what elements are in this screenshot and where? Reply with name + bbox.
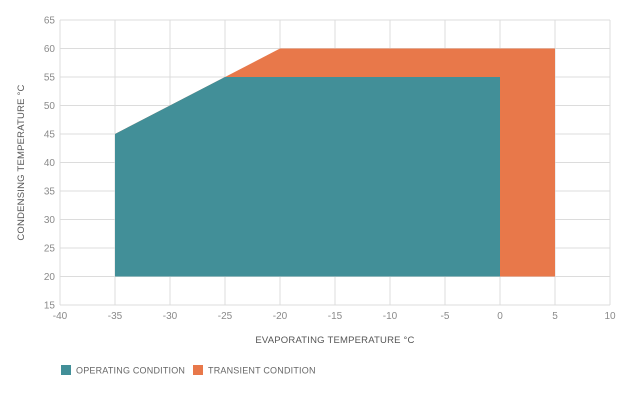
x-tick-label: -35 <box>108 311 123 322</box>
y-tick-label: 25 <box>44 244 56 255</box>
legend: OPERATING CONDITION TRANSIENT CONDITION <box>61 365 316 376</box>
y-tick-label: 30 <box>44 215 56 226</box>
legend-swatch-transient-condition <box>193 365 203 375</box>
x-tick-label: -30 <box>163 311 178 322</box>
x-tick-label: -15 <box>328 311 343 322</box>
operating-condition-area <box>115 77 500 277</box>
x-tick-label: -40 <box>53 311 68 322</box>
legend-label-transient-condition: TRANSIENT CONDITION <box>208 366 316 376</box>
y-tick-label: 35 <box>44 187 56 198</box>
x-axis-title: EVAPORATING TEMPERATURE °C <box>255 335 414 346</box>
y-tick-label: 55 <box>44 73 56 84</box>
y-tick-label: 65 <box>44 16 56 27</box>
y-tick-label: 20 <box>44 272 56 283</box>
x-tick-label: -20 <box>273 311 288 322</box>
envelope-areas <box>115 48 555 277</box>
x-tick-label: 0 <box>497 311 503 322</box>
y-tick-label: 45 <box>44 130 56 141</box>
x-tick-label: -5 <box>441 311 450 322</box>
legend-label-operating-condition: OPERATING CONDITION <box>76 366 185 376</box>
y-tick-label: 60 <box>44 44 56 55</box>
y-axis-title: CONDENSING TEMPERATURE °C <box>16 84 27 240</box>
x-tick-label: 5 <box>552 311 558 322</box>
x-tick-label: -10 <box>383 311 398 322</box>
x-tick-label: -25 <box>218 311 233 322</box>
x-tick-label: 10 <box>604 311 616 322</box>
y-tick-label: 40 <box>44 158 56 169</box>
y-tick-label: 15 <box>44 301 56 312</box>
legend-swatch-operating-condition <box>61 365 71 375</box>
y-tick-label: 50 <box>44 101 56 112</box>
